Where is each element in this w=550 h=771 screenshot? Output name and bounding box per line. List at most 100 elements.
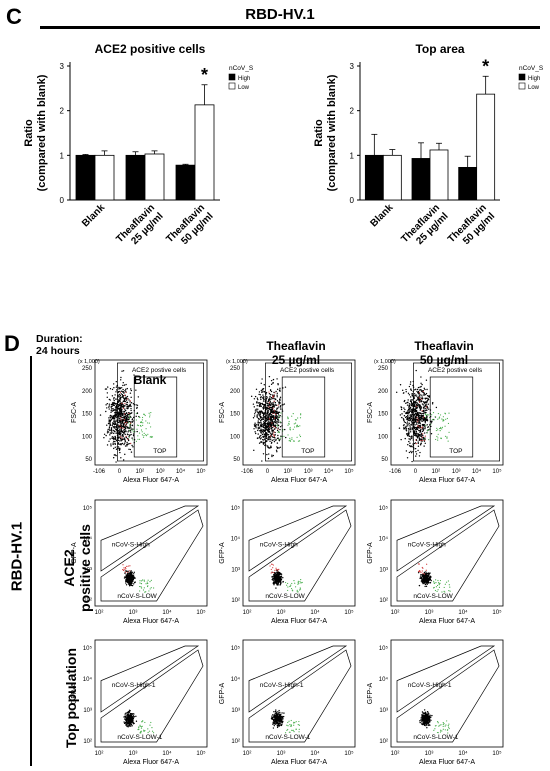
significance-asterisk: * (482, 56, 489, 76)
event-dot (261, 411, 264, 413)
event-dot-green (436, 427, 438, 430)
event-dot (422, 580, 424, 582)
event-dot-red (126, 398, 128, 400)
event-dot (275, 438, 277, 441)
event-dot (131, 721, 134, 724)
event-dot (122, 370, 125, 372)
event-dot-red (120, 419, 122, 421)
gate-label-high: nCoV-S-High-1 (112, 682, 156, 689)
gate-low (396, 509, 500, 602)
event-dot (108, 417, 110, 419)
event-dot (124, 433, 126, 436)
event-dot-red (126, 565, 128, 568)
event-dot (123, 443, 125, 446)
event-dot (112, 443, 114, 446)
event-dot-green (426, 432, 428, 434)
event-dot-green (288, 440, 290, 442)
event-dot (405, 391, 407, 393)
event-dot (269, 438, 272, 440)
event-dot-green (295, 419, 297, 421)
event-dot-red (422, 433, 424, 435)
event-dot (257, 426, 259, 428)
event-dot-green (147, 579, 149, 581)
event-dot (121, 417, 123, 419)
event-dot-green (447, 422, 450, 425)
event-dot-green (301, 581, 303, 584)
event-dot-green (437, 437, 439, 439)
x-tick-label: 10³ (156, 469, 165, 475)
event-dot (260, 429, 262, 432)
event-dot (109, 388, 112, 390)
event-dot (266, 402, 268, 404)
gate-top (133, 376, 178, 458)
event-dot (279, 428, 281, 431)
event-dot-green (147, 433, 149, 435)
event-dot (127, 725, 129, 727)
x-tick-label: 10³ (452, 469, 461, 475)
event-dot (402, 392, 405, 394)
event-dot-green (139, 580, 141, 582)
event-dot-green (296, 425, 298, 427)
event-dot (129, 714, 132, 716)
event-dot (403, 427, 405, 430)
event-dot (254, 431, 256, 433)
event-dot-green (139, 421, 142, 424)
event-dot (273, 710, 275, 713)
y-tick-label: 10² (379, 739, 388, 745)
event-dot-red (419, 426, 421, 428)
event-dot (127, 722, 129, 724)
event-dot-green (297, 417, 299, 419)
event-dot-red (126, 422, 128, 424)
event-dot (257, 420, 259, 422)
event-dot (131, 580, 134, 583)
event-dot (426, 416, 428, 419)
event-dot-green (295, 721, 297, 723)
event-dot (267, 431, 270, 433)
event-dot (260, 421, 262, 423)
event-dot (108, 421, 110, 423)
event-dot (125, 436, 128, 439)
event-dot (128, 582, 131, 585)
gate-top (429, 376, 474, 458)
event-dot (132, 713, 134, 715)
event-dot (414, 428, 417, 431)
event-dot (108, 419, 110, 422)
event-dot (404, 408, 406, 411)
event-dot (119, 397, 121, 400)
y-scale-note: (x 1,000) (226, 359, 248, 365)
event-dot-red (418, 570, 420, 573)
event-dot (426, 722, 428, 724)
event-dot (125, 574, 127, 576)
event-dot (270, 420, 272, 422)
event-dot (112, 447, 115, 450)
event-dot (275, 709, 277, 711)
event-dot (124, 426, 126, 429)
event-dot (275, 723, 277, 725)
event-dot (407, 444, 409, 446)
event-dot (268, 403, 271, 405)
event-dot (277, 383, 279, 385)
x-tick-label: 0 (118, 469, 122, 475)
event-dot (274, 418, 276, 420)
event-dot (427, 398, 430, 400)
event-dot-green (128, 417, 130, 419)
event-dot-green (431, 418, 433, 421)
gate-label-top: TOP (153, 448, 166, 455)
event-dot-green (138, 432, 141, 434)
event-dot (408, 403, 411, 405)
event-dot-green (297, 440, 300, 442)
event-dot (420, 719, 422, 721)
gate-label-high: nCoV-S-High (260, 542, 298, 549)
event-dot-green (443, 586, 445, 589)
event-dot (262, 403, 264, 406)
gate-ace2-positive (413, 362, 500, 462)
event-dot (256, 404, 258, 407)
event-dot (263, 384, 265, 386)
event-dot (270, 398, 272, 401)
event-dot-green (442, 728, 444, 730)
event-dot (123, 716, 125, 718)
event-dot-green (293, 721, 295, 723)
event-dot-green (291, 729, 293, 731)
event-dot (120, 423, 122, 426)
